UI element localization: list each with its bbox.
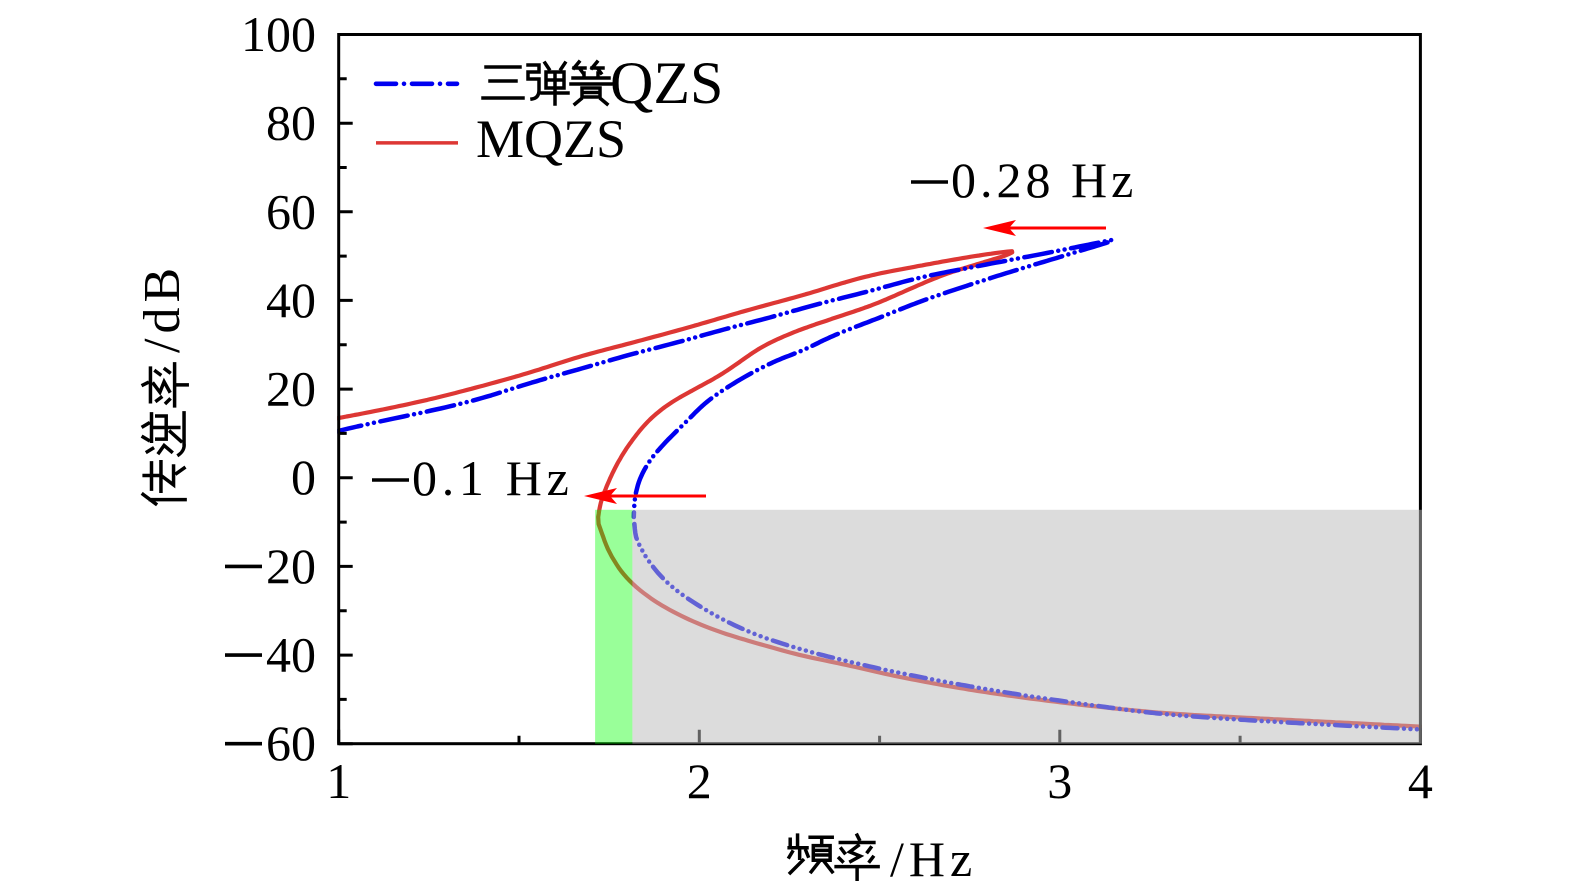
svg-text:60: 60 xyxy=(266,715,316,771)
svg-text:QZS: QZS xyxy=(610,50,723,116)
svg-text:1: 1 xyxy=(326,753,351,809)
svg-text:0.28 Hz: 0.28 Hz xyxy=(951,152,1137,208)
svg-text:20: 20 xyxy=(266,538,316,594)
svg-text:/dB: /dB xyxy=(134,263,191,353)
svg-text:/Hz: /Hz xyxy=(890,831,977,887)
svg-text:80: 80 xyxy=(266,95,316,151)
svg-text:60: 60 xyxy=(266,183,316,239)
svg-text:0: 0 xyxy=(291,449,316,505)
svg-text:0.1 Hz: 0.1 Hz xyxy=(412,450,574,506)
svg-text:3: 3 xyxy=(1047,753,1072,809)
svg-text:100: 100 xyxy=(241,6,316,62)
svg-text:40: 40 xyxy=(266,272,316,328)
svg-text:MQZS: MQZS xyxy=(476,109,626,169)
svg-text:2: 2 xyxy=(687,753,712,809)
svg-text:4: 4 xyxy=(1408,753,1433,809)
svg-text:40: 40 xyxy=(266,627,316,683)
svg-text:20: 20 xyxy=(266,361,316,417)
